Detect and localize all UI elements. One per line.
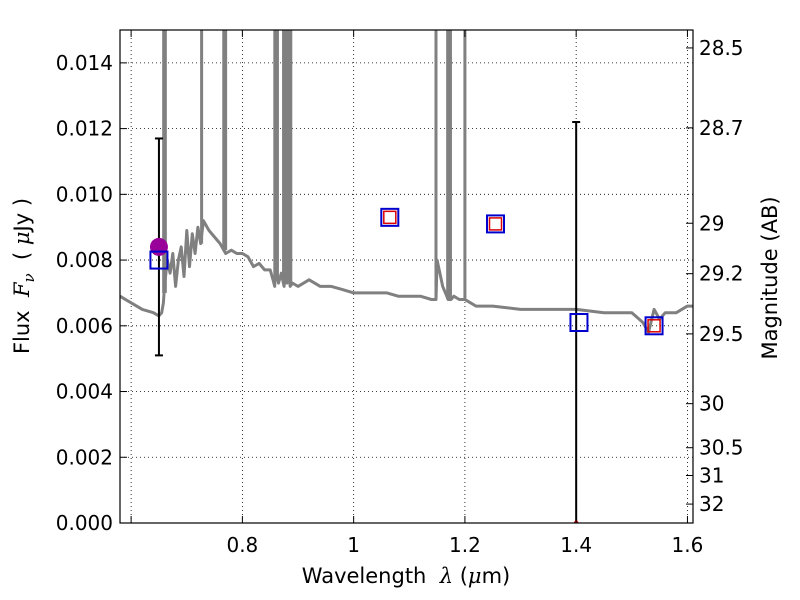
model-photometry-square-0	[149, 250, 169, 270]
y-tick-label-4: 0.008	[56, 248, 113, 272]
x-axis-title-unit: m)	[482, 564, 511, 588]
y-tick-label-5: 0.010	[56, 182, 113, 206]
y-tick-label-3: 0.006	[56, 314, 113, 338]
model-photometry-square-4	[644, 316, 664, 336]
y2-tick-label-2: 29	[699, 211, 724, 235]
y2-tick-label-6: 30.5	[699, 436, 744, 460]
plot-background	[120, 30, 693, 523]
plot-area	[120, 30, 693, 523]
observed-photometry-square-0	[383, 210, 397, 225]
y-axis-title-mu: μ	[10, 231, 34, 245]
x-tick-label-5: 1.6	[672, 533, 704, 557]
y-tick-label-6: 0.012	[56, 117, 113, 141]
observed-photometry-square-1	[488, 217, 503, 231]
series-group	[120, 30, 693, 523]
y-tick-label-0: 0.000	[56, 511, 113, 535]
y2-tick-label-7: 31	[699, 463, 724, 487]
y2-tick-label-3: 29.2	[699, 262, 744, 286]
x-axis-title: Wavelength λ (μm)	[302, 564, 510, 588]
x-axis-title-mu: μ	[468, 564, 482, 588]
y-axis-title-f: F	[10, 281, 34, 298]
y2-tick-label-8: 32	[699, 492, 724, 516]
x-axis-title-paren: (	[453, 564, 468, 588]
model-spectrum-line	[120, 219, 693, 334]
x-axis-title-text: Wavelength	[302, 564, 440, 588]
y-tick-label-1: 0.002	[56, 445, 113, 469]
y-axis-title-text: Flux	[10, 297, 34, 354]
y-tick-label-7: 0.014	[56, 51, 113, 75]
y2-tick-label-5: 30	[699, 392, 724, 416]
y2-tick-label-4: 29.5	[699, 322, 744, 346]
x-tick-label-3: 1.2	[449, 533, 481, 557]
axis-ticks: 0.8 1 1.2 1.4 1.6 0.000 0.002 0.004 0.006 0.008 0.…	[56, 30, 744, 557]
model-photometry-square-2	[486, 214, 506, 234]
y2-axis-title: Magnitude (AB)	[758, 196, 782, 359]
y2-tick-label-1: 28.7	[699, 116, 744, 140]
y-axis-title-nu: ν	[20, 273, 38, 282]
x-tick-label-4: 1.4	[560, 533, 592, 557]
plot-frame	[119, 29, 694, 524]
x-tick-label-1: 0.8	[226, 533, 258, 557]
model-photometry-square-3	[569, 313, 589, 333]
model-photometry-square-1	[380, 207, 400, 227]
observed-photometry-square-2	[647, 319, 661, 333]
x-axis-title-lambda: λ	[439, 564, 453, 588]
y-axis-title-unit: Jy )	[10, 198, 34, 234]
y2-tick-label-0: 28.5	[699, 36, 744, 60]
x-tick-label-2: 1	[347, 533, 360, 557]
detection-point	[149, 237, 168, 256]
y-axis-title-paren: (	[10, 245, 34, 273]
y-axis-title: Flux Fν ( μJy )	[10, 198, 38, 354]
y-tick-label-2: 0.004	[56, 380, 113, 404]
